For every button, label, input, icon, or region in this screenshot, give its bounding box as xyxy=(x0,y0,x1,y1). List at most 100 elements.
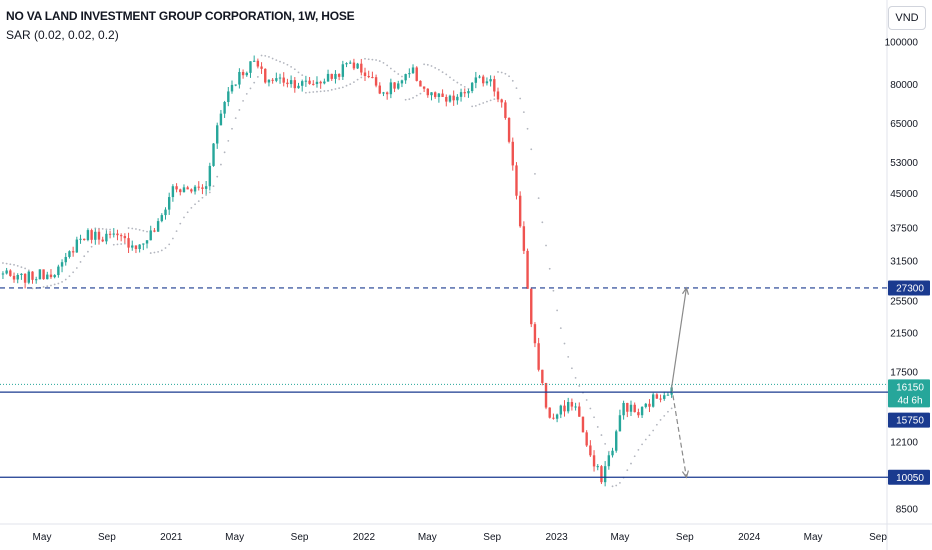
candle-body xyxy=(637,412,640,416)
sar-dot xyxy=(72,271,75,274)
sar-dot xyxy=(637,448,640,451)
candle-body xyxy=(123,236,127,239)
candle-body xyxy=(46,274,49,280)
projection-line[interactable] xyxy=(671,387,688,478)
candle-body xyxy=(105,233,108,242)
sar-dot xyxy=(486,100,488,103)
sar-dot xyxy=(548,267,551,270)
sar-dot xyxy=(319,90,322,93)
sar-dot xyxy=(282,62,285,64)
projection-arrows[interactable] xyxy=(671,286,690,479)
candle-body xyxy=(459,92,463,97)
candle-body xyxy=(219,113,223,126)
sar-dot xyxy=(482,102,485,104)
time-tick-label: Sep xyxy=(291,532,309,543)
candle-body xyxy=(452,95,455,101)
candle-body xyxy=(212,143,215,166)
time-tick-label: 2021 xyxy=(160,532,183,543)
candle-body xyxy=(408,73,411,75)
candle-body xyxy=(596,466,599,468)
sar-dot xyxy=(168,243,171,246)
candle-body xyxy=(430,92,433,96)
candle-body xyxy=(1,273,5,275)
sar-dot xyxy=(534,173,536,175)
candle-body xyxy=(20,273,23,275)
sar-dot xyxy=(334,88,337,90)
sar-dot xyxy=(519,97,522,100)
candle-body xyxy=(615,431,618,451)
sar-dot xyxy=(415,94,418,97)
sar-dot xyxy=(478,103,481,106)
projection-line[interactable] xyxy=(671,287,688,388)
sar-dot xyxy=(286,63,289,66)
sar-dot xyxy=(382,61,385,64)
sar-dot xyxy=(541,221,544,224)
candle-body xyxy=(552,417,555,419)
sar-dot xyxy=(552,289,555,292)
candle-body xyxy=(31,271,34,280)
candle-body xyxy=(537,343,540,370)
sar-dot xyxy=(75,267,78,269)
sar-dot xyxy=(389,67,392,70)
candle-body xyxy=(182,187,186,193)
candle-body xyxy=(478,76,481,78)
candle-body xyxy=(603,466,607,483)
sar-dot xyxy=(123,242,126,245)
indicator-legend[interactable]: SAR (0.02, 0.02, 0.2) xyxy=(6,28,119,42)
level-lines[interactable] xyxy=(0,287,888,478)
sar-dot xyxy=(183,216,185,219)
candle-body xyxy=(611,450,614,456)
sar-dot xyxy=(607,450,610,453)
time-axis[interactable]: May Sep 2021 May Sep 2022 May Sep 2023 May Sep 2024… xyxy=(33,532,888,543)
candle-body xyxy=(186,187,189,190)
sar-dot xyxy=(397,73,400,75)
sar-dot xyxy=(593,416,595,419)
candle-body xyxy=(241,71,245,76)
sar-dot xyxy=(31,287,34,290)
candle-body xyxy=(422,86,426,89)
sar-dot xyxy=(83,255,86,258)
price-axis[interactable]: 100000 80000 65000 53000 45000 37500 31500 2550… xyxy=(885,38,919,516)
currency-button[interactable]: VND xyxy=(888,6,926,30)
sar-dot xyxy=(401,75,403,78)
sar-dot xyxy=(271,57,274,60)
candle-body xyxy=(156,221,160,232)
sar-dot xyxy=(497,71,499,73)
candle-body xyxy=(648,403,651,407)
candle-body xyxy=(659,398,662,400)
candle-body xyxy=(504,102,507,118)
sar-dot xyxy=(249,87,252,90)
candle-body xyxy=(371,77,374,79)
candle-body xyxy=(622,402,625,416)
time-tick-label: 2022 xyxy=(353,532,376,543)
sar-dot xyxy=(20,266,23,269)
candle-body xyxy=(507,117,511,142)
sar-dot xyxy=(142,229,145,232)
sar-dot xyxy=(127,227,130,229)
sar-dot xyxy=(655,423,658,426)
sar-dot xyxy=(633,455,636,458)
candle-body xyxy=(651,394,655,407)
sar-dot xyxy=(146,230,148,233)
candle-body xyxy=(60,262,64,267)
sar-dot xyxy=(112,243,115,246)
sar-dot xyxy=(456,81,459,84)
candle-body xyxy=(315,81,319,85)
sar-dot xyxy=(208,191,211,194)
candle-body xyxy=(260,66,263,69)
sar-dot xyxy=(2,262,4,264)
sar-dot xyxy=(238,109,241,111)
candle-body xyxy=(27,271,31,283)
level-price-label: 27300 xyxy=(888,280,930,296)
sar-dot xyxy=(449,76,451,79)
sar-dot xyxy=(53,283,56,286)
sar-dot xyxy=(367,58,370,61)
sar-dot xyxy=(445,73,448,76)
sar-dot xyxy=(626,469,629,472)
candle-body xyxy=(548,407,551,418)
candle-body xyxy=(411,67,415,74)
candle-body xyxy=(633,404,636,413)
candle-body xyxy=(127,238,130,248)
sar-dot xyxy=(408,98,411,101)
